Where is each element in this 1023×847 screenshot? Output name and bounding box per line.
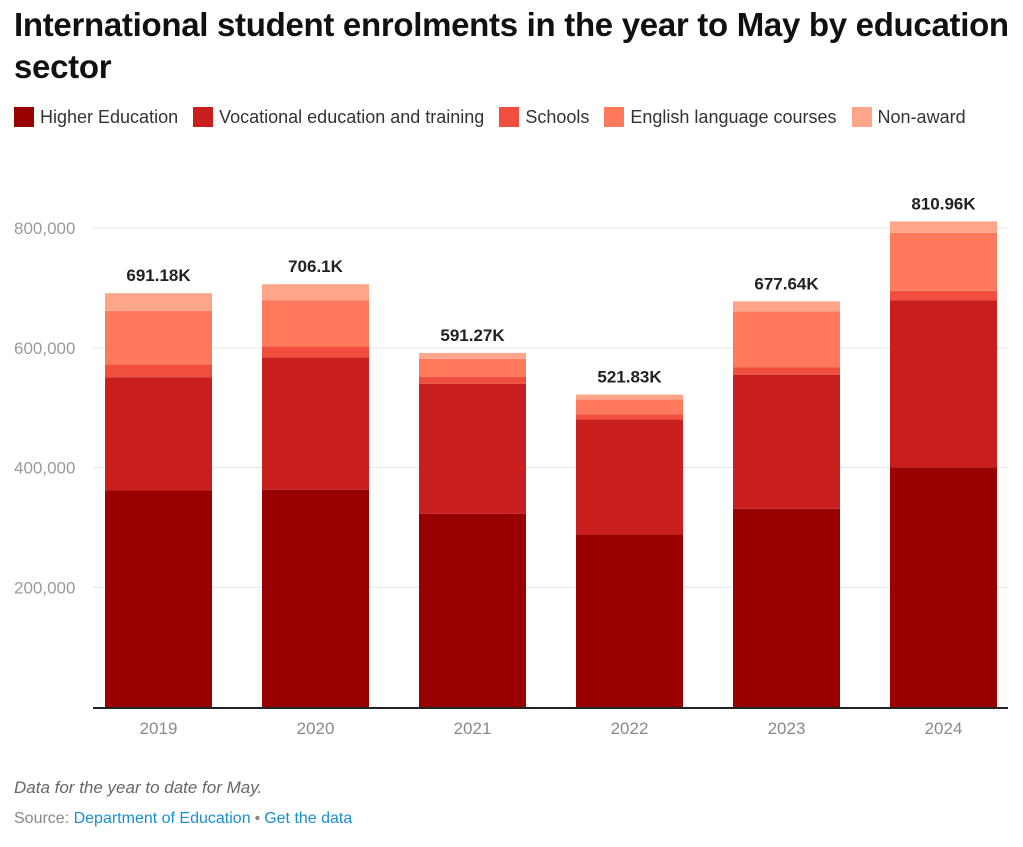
bar-segment-english-language-courses <box>890 232 997 291</box>
bar-stack-2022 <box>576 394 683 707</box>
bar-segment-vocational-education-and-training <box>419 383 526 514</box>
x-tick-label: 2020 <box>297 719 335 738</box>
x-tick-label: 2019 <box>140 719 178 738</box>
bar-segment-non-award <box>733 301 840 312</box>
legend-swatch <box>193 107 214 127</box>
bar-segment-vocational-education-and-training <box>576 419 683 535</box>
bars <box>105 221 997 707</box>
bar-segment-vocational-education-and-training <box>890 300 997 468</box>
bar-segment-schools <box>105 364 212 378</box>
bar-segment-english-language-courses <box>733 311 840 368</box>
x-axis-ticks: 2019 2020 2021 2022 2023 2024 <box>140 719 963 738</box>
bar-segment-english-language-courses <box>576 399 683 415</box>
bar-segment-schools <box>419 376 526 384</box>
x-tick-label: 2022 <box>611 719 649 738</box>
legend-item-higher-education: Higher Education <box>14 104 178 131</box>
bar-segment-higher-education <box>419 513 526 707</box>
bar-segment-vocational-education-and-training <box>733 374 840 509</box>
bar-segment-english-language-courses <box>262 300 369 347</box>
bar-stack-2024 <box>890 221 997 707</box>
get-the-data-link[interactable]: Get the data <box>264 810 353 827</box>
y-tick-label: 200,000 <box>14 578 75 597</box>
legend-label: English language courses <box>630 107 837 127</box>
bar-segment-higher-education <box>733 508 840 707</box>
y-tick-label: 800,000 <box>14 219 75 238</box>
total-label: 810.96K <box>911 194 976 213</box>
bar-segment-higher-education <box>576 534 683 707</box>
bar-stack-2021 <box>419 352 526 707</box>
bar-segment-schools <box>733 367 840 375</box>
total-label: 706.1K <box>288 257 344 276</box>
y-axis-ticks: 200,000 400,000 600,000 800,000 <box>14 219 75 597</box>
legend-label: Higher Education <box>40 107 179 127</box>
legend: Higher Education Vocational education an… <box>14 104 1014 131</box>
bar-segment-non-award <box>419 352 526 359</box>
bar-segment-higher-education <box>890 467 997 707</box>
gridlines <box>93 227 1008 588</box>
bar-segment-vocational-education-and-training <box>262 357 369 490</box>
source-line: Source: Department of Education • Get the … <box>14 810 352 828</box>
legend-swatch <box>14 107 34 127</box>
source-prefix: Source: <box>14 810 74 827</box>
bar-segment-schools <box>262 346 369 358</box>
bar-stack-2023 <box>733 301 840 707</box>
x-tick-label: 2023 <box>768 719 806 738</box>
legend-item-english-language: English language courses <box>604 104 837 131</box>
bar-stack-2019 <box>105 293 212 707</box>
bar-segment-non-award <box>890 221 997 233</box>
bar-segment-non-award <box>576 394 683 400</box>
source-link[interactable]: Department of Education <box>73 810 251 827</box>
separator: • <box>254 810 261 827</box>
bar-segment-vocational-education-and-training <box>105 377 212 491</box>
y-tick-label: 400,000 <box>14 459 75 478</box>
chart-title: International student enrolments in the … <box>14 6 1009 85</box>
total-label: 677.64K <box>754 274 819 293</box>
legend-item-schools: Schools <box>499 104 589 131</box>
legend-item-vocational: Vocational education and training <box>193 104 484 131</box>
total-label: 691.18K <box>126 266 191 285</box>
bar-stack-2020 <box>262 284 369 707</box>
legend-swatch <box>604 107 625 127</box>
total-label: 591.27K <box>440 326 505 345</box>
bar-segment-non-award <box>262 284 369 301</box>
bar-segment-english-language-courses <box>419 358 526 377</box>
y-tick-label: 600,000 <box>14 339 75 358</box>
legend-label: Schools <box>525 107 590 127</box>
legend-label: Vocational education and training <box>219 107 485 127</box>
bar-segment-higher-education <box>262 489 369 707</box>
legend-swatch <box>499 107 520 127</box>
x-tick-label: 2021 <box>454 719 492 738</box>
bar-segment-schools <box>576 414 683 420</box>
bar-segment-higher-education <box>105 490 212 707</box>
bar-segment-english-language-courses <box>105 310 212 365</box>
legend-item-non-award: Non-award <box>851 104 966 131</box>
total-labels: 691.18K 706.1K 591.27K 521.83K 677.64K 810.96… <box>126 194 976 386</box>
total-label: 521.83K <box>597 368 662 387</box>
legend-swatch <box>851 107 872 127</box>
legend-label: Non-award <box>877 107 966 127</box>
x-tick-label: 2024 <box>925 719 963 738</box>
chart-note: Data for the year to date for May. <box>14 778 263 797</box>
chart-plot: 200,000 400,000 600,000 800,000 691.18K 706.… <box>14 194 1008 738</box>
bar-segment-schools <box>890 290 997 301</box>
bar-segment-non-award <box>105 293 212 311</box>
